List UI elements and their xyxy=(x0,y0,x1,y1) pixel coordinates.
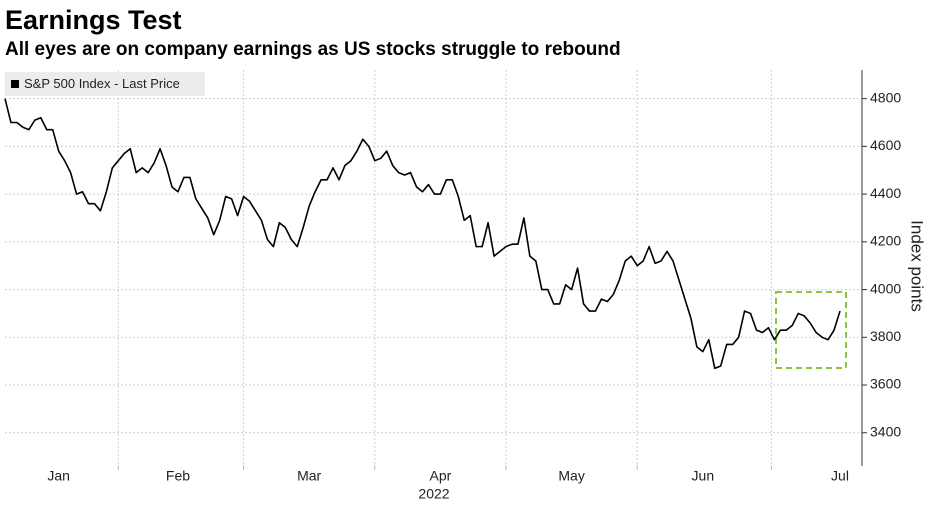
y-tick-label: 4000 xyxy=(870,280,901,296)
y-tick-label: 3800 xyxy=(870,328,901,344)
x-tick-label: May xyxy=(558,468,584,484)
x-tick-label: Feb xyxy=(166,468,190,484)
x-tick-label: Jul xyxy=(831,468,849,484)
legend-box xyxy=(5,72,205,96)
legend-label: S&P 500 Index - Last Price xyxy=(24,76,180,91)
y-tick-label: 3600 xyxy=(870,376,901,392)
x-tick-label: Mar xyxy=(297,468,321,484)
grid xyxy=(5,70,862,465)
x-tick-label: Jun xyxy=(692,468,715,484)
y-tick-label: 4800 xyxy=(870,89,901,105)
y-tick-label: 4600 xyxy=(870,137,901,153)
x-axis-label: 2022 xyxy=(418,486,449,502)
chart-subtitle: All eyes are on company earnings as US s… xyxy=(5,39,621,60)
x-tick-label: Apr xyxy=(429,468,451,484)
chart-title: Earnings Test xyxy=(5,5,182,35)
y-tick-label: 4200 xyxy=(870,233,901,249)
line-series xyxy=(4,98,841,370)
x-tick-label: Jan xyxy=(47,468,70,484)
highlight-box xyxy=(775,291,847,369)
y-tick-label: 4400 xyxy=(870,185,901,201)
y-axis-label: Index points xyxy=(908,220,927,312)
legend-swatch xyxy=(11,80,19,88)
y-tick-label: 3400 xyxy=(870,423,901,439)
